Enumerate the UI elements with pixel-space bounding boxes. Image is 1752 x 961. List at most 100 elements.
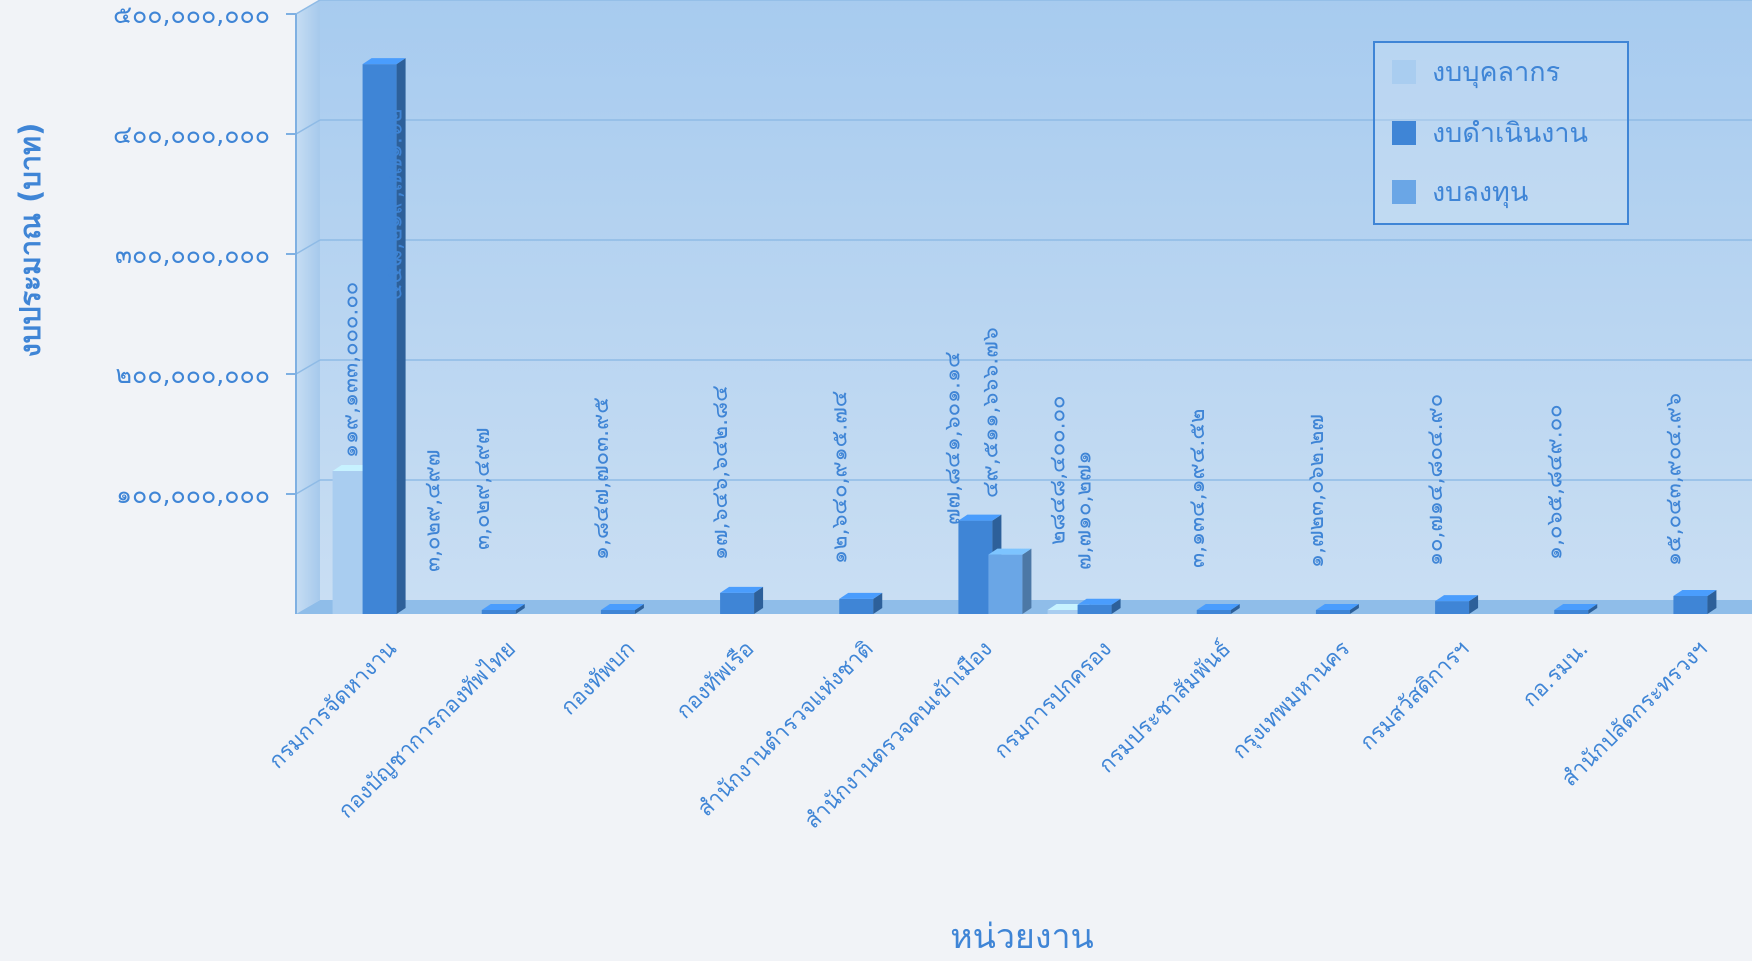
bar-operations [720,586,764,614]
gridline-side [295,239,321,255]
bar-data-label: ๑๐,๗๑๔,๘๐๔.๙๐ [1423,394,1448,566]
bar-operations-front [1196,610,1231,614]
x-category-label: กอ.รมน. [1518,637,1594,713]
bar-operations-front [1077,604,1112,614]
y-tick-label: ๓๐๐,๐๐๐,๐๐๐ [115,240,270,269]
bar-operations-front [481,610,516,614]
gridline-side [295,479,321,495]
bar-operations-side [1230,604,1240,614]
x-axis-title: หน่วยงาน [950,917,1094,957]
bar-operations [1315,604,1359,614]
bar-operations-side [873,592,883,614]
bar-operations-side [396,58,406,614]
bar-operations-top [720,586,764,593]
bar-data-label: ๔๙,๕๑๑,๖๖๖.๗๖ [978,327,1003,498]
bar-operations-top [839,592,883,599]
bar-operations-top [1435,595,1479,602]
bar-operations [481,604,525,614]
bar-operations-top [362,58,406,65]
bar-investment-top [988,548,1032,555]
bar-operations-front [720,592,755,614]
bar-data-label: ๑๑๙,๑๓๓,๐๐๐.๐๐ [339,282,364,458]
bar-operations-top [600,604,644,610]
bar-labels: ๑๑๙,๑๓๓,๐๐๐.๐๐ ๔๕๘,๒๑๙,๗๗๑.๖๒๓,๐๒๙,๔๙๗ ๑,๘… [339,109,1687,572]
x-category-label: กองทัพบก [556,637,640,721]
bar-operations-side [1707,589,1717,614]
bar-operations-side [1111,598,1121,614]
x-category-label: กรมการจัดหางาน [264,637,401,774]
bar-operations-side [754,586,764,614]
bar-data-label: ๗,๗๑๐,๒๗๑ [1072,451,1097,570]
bar-operations [600,604,644,614]
bar-operations-front [362,64,397,614]
bar-operations-side [1469,595,1479,614]
legend-swatch-operations [1392,121,1416,145]
bar-data-label: ๗๗,๘๔๑,๖๐๑.๑๔ [940,351,965,525]
bar-operations [839,592,883,614]
bar-operations-top [1554,604,1598,610]
bar-operations [1077,598,1121,614]
bar-operations [1673,589,1717,614]
y-tick-label: ๒๐๐,๐๐๐,๐๐๐ [116,360,270,389]
bar-operations [1196,604,1240,614]
bar-data-label: ๑๕,๐๔๓,๙๐๔.๙๖ [1661,393,1686,566]
bar-data-label: ๓,๐๒๙,๔๙๗ [470,428,495,550]
legend-label-personnel: งบบุคลากร [1432,57,1560,89]
bar-data-label: ๑,๗๒๓,๐๖๒.๒๗ [1304,414,1329,568]
bar-operations-front [1554,610,1589,614]
bar-investment-side [1022,548,1032,614]
bar-data-label: ๑๒,๖๔๐,๙๑๕.๗๔ [827,391,852,564]
bar-operations-side [515,604,525,614]
bar-operations-side [634,604,644,614]
bar-operations-top [958,514,1002,521]
legend-label-investment: งบลงทุน [1432,177,1528,209]
x-category-label: กรมการปกครอง [990,637,1117,764]
bar-operations-front [600,610,635,614]
legend-label-operations: งบดำเนินงาน [1432,118,1588,149]
bar-operations [362,58,406,614]
plot-area: ๑๑๙,๑๓๓,๐๐๐.๐๐ ๔๕๘,๒๑๙,๗๗๑.๖๒๓,๐๒๙,๔๙๗ ๑,๘… [295,0,1752,614]
legend-swatch-personnel [1392,60,1416,84]
bar-operations-front [1435,601,1470,614]
legend-box [1373,41,1629,225]
y-tick-label: ๕๐๐,๐๐๐,๐๐๐ [113,0,270,29]
x-category-label: สำนักงานตรวจคนเข้าเมือง [800,637,997,834]
plot-side-wall [296,0,320,614]
gridline-side [295,359,321,375]
bars [332,58,1717,614]
bar-operations [1554,604,1598,614]
x-category-label: กรมสวัสดิการฯ [1356,637,1475,756]
bar-personnel-front [332,471,367,614]
legend: งบบุคลากร งบดำเนินงาน งบลงทุน [1373,41,1629,225]
x-category-label: กรุงเทพมหานคร [1228,636,1356,764]
gridline-side [295,119,321,135]
grid-lines [295,0,1752,495]
bar-operations-top [1315,604,1359,610]
plot-back-wall [320,0,1752,600]
gridline-side [295,0,321,15]
bar-data-label: ๒๘๔๘,๔๐๐.๐๐ [1046,396,1071,545]
y-axis-ticks: ๑๐๐,๐๐๐,๐๐๐ ๒๐๐,๐๐๐,๐๐๐ ๓๐๐,๐๐๐,๐๐๐ ๔๐๐,๐๐๐… [113,0,296,509]
bar-data-label: ๓,๑๓๔,๑๙๔.๕๒ [1185,408,1210,568]
y-axis-title: งบประมาณ (บาท) [13,123,47,358]
legend-swatch-investment [1392,180,1416,204]
bar-operations-side [1588,604,1598,614]
bar-operations-front [958,520,993,614]
bar-operations-front [1315,610,1350,614]
bar-operations-top [1196,604,1240,610]
y-tick-label: ๔๐๐,๐๐๐,๐๐๐ [113,120,270,149]
bar-data-label: ๔๕๘,๒๑๙,๗๗๑.๖๒ [383,109,408,300]
bar-operations-front [839,598,874,614]
bar-data-label: ๓,๐๒๙,๔๙๗ [421,450,446,572]
bar-operations-top [1077,598,1121,605]
bar-investment-front [988,554,1023,614]
x-category-label: กองทัพเรือ [672,637,760,725]
bar-operations-top [1673,589,1717,596]
bar-personnel-front [1047,610,1082,614]
bar-operations-front [1673,595,1708,614]
bar-data-label: ๑๗,๖๔๖,๖๔๒.๘๔ [708,385,733,560]
bar-operations [1435,595,1479,614]
y-tick-label: ๑๐๐,๐๐๐,๐๐๐ [116,480,270,509]
